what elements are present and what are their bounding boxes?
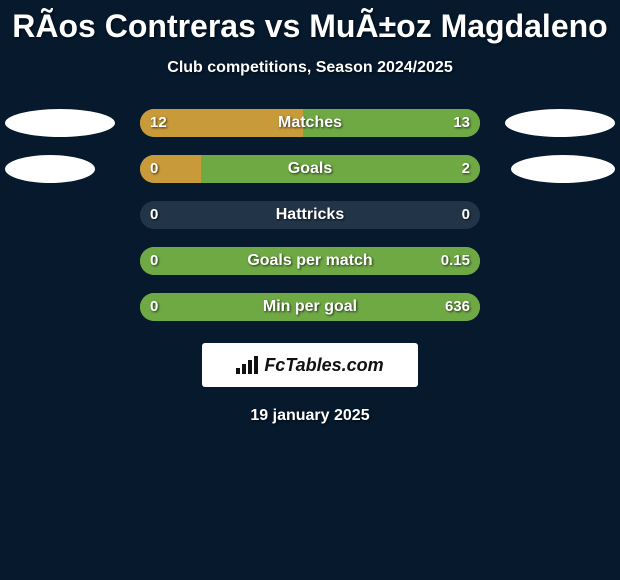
stat-row: 0 0Hattricks xyxy=(0,201,620,229)
stat-value-left: 0 xyxy=(150,201,158,229)
branding-text: FcTables.com xyxy=(264,355,383,376)
stat-bar: 1213Matches xyxy=(140,109,480,137)
branding-badge: FcTables.com xyxy=(202,343,418,387)
stat-bar-right xyxy=(140,247,480,275)
stat-bar: 02Goals xyxy=(140,155,480,183)
chart-icon xyxy=(236,356,258,374)
stat-value-left: 12 xyxy=(150,109,167,137)
stat-value-left: 0 xyxy=(150,155,158,183)
stat-row: 02Goals xyxy=(0,155,620,183)
stat-bar: 0 0Hattricks xyxy=(140,201,480,229)
stat-value-right: 0 xyxy=(462,201,470,229)
stat-row: 00.15Goals per match xyxy=(0,247,620,275)
stat-bar: 00.15Goals per match xyxy=(140,247,480,275)
stats-container: 1213Matches02Goals00Hattricks00.15Goals … xyxy=(0,109,620,321)
stat-value-right: 0.15 xyxy=(441,247,470,275)
stat-value-right: 2 xyxy=(462,155,470,183)
stat-label: Hattricks xyxy=(140,201,480,229)
page-title: RÃ­os Contreras vs MuÃ±oz Magdaleno xyxy=(0,0,620,45)
stat-bar-right xyxy=(140,293,480,321)
stat-value-left: 0 xyxy=(150,247,158,275)
date-text: 19 january 2025 xyxy=(0,407,620,425)
player-right-ellipse xyxy=(511,155,615,183)
stat-value-right: 636 xyxy=(445,293,470,321)
player-right-ellipse xyxy=(505,109,615,137)
player-left-ellipse xyxy=(5,155,95,183)
stat-bar: 0636Min per goal xyxy=(140,293,480,321)
subtitle: Club competitions, Season 2024/2025 xyxy=(0,59,620,77)
stat-bar-right xyxy=(201,155,480,183)
stat-value-left: 0 xyxy=(150,293,158,321)
stat-value-right: 13 xyxy=(453,109,470,137)
stat-row: 1213Matches xyxy=(0,109,620,137)
player-left-ellipse xyxy=(5,109,115,137)
stat-row: 0636Min per goal xyxy=(0,293,620,321)
